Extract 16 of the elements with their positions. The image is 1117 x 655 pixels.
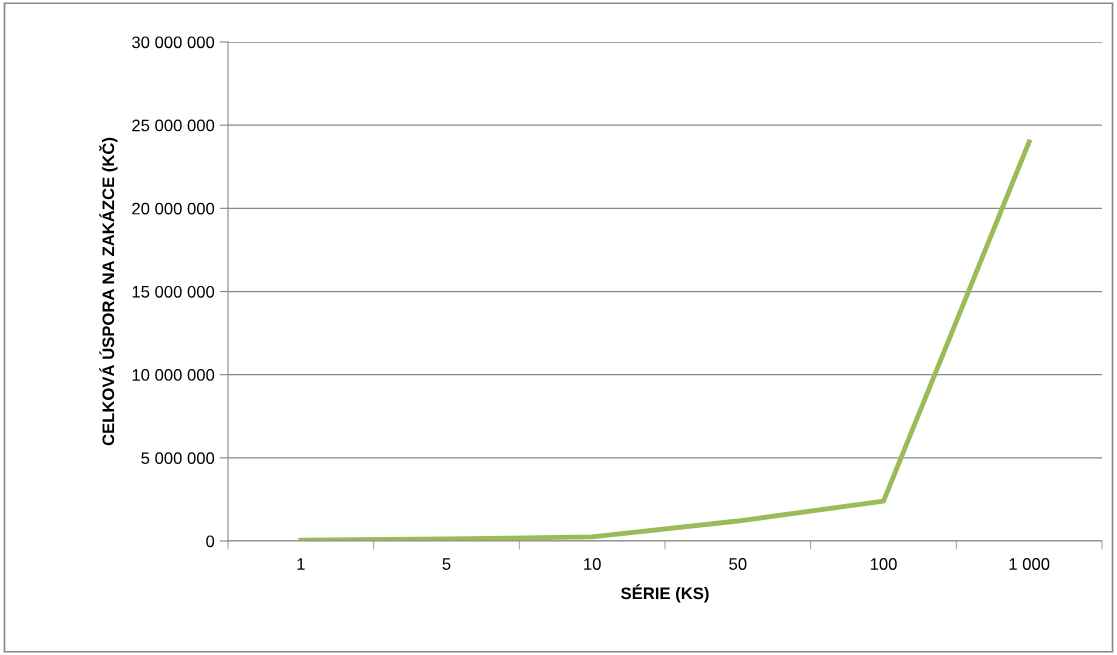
line-series — [298, 139, 1032, 541]
y-tick-label: 5 000 000 — [141, 452, 215, 465]
x-tick-label: 1 — [297, 558, 305, 570]
y-tick-label: 25 000 000 — [132, 119, 215, 132]
y-tick-label: 20 000 000 — [132, 202, 215, 215]
y-tick-label: 30 000 000 — [132, 36, 215, 49]
y-tick-label: 0 — [206, 535, 215, 548]
x-tick-label: 5 — [442, 558, 451, 570]
x-tick-label: 100 — [870, 558, 897, 570]
y-tick-label: 15 000 000 — [132, 285, 215, 298]
x-axis-title: SÉRIE (KS) — [621, 584, 709, 603]
x-tick-label: 50 — [729, 558, 747, 570]
y-tick-label: 10 000 000 — [132, 369, 215, 381]
x-tick-label: 10 — [584, 558, 601, 570]
y-axis-title: CELKOVÁ ÚSPORA NA ZAKÁZCE (KČ) — [99, 137, 118, 446]
x-tick-label: 1 000 — [1009, 558, 1050, 570]
